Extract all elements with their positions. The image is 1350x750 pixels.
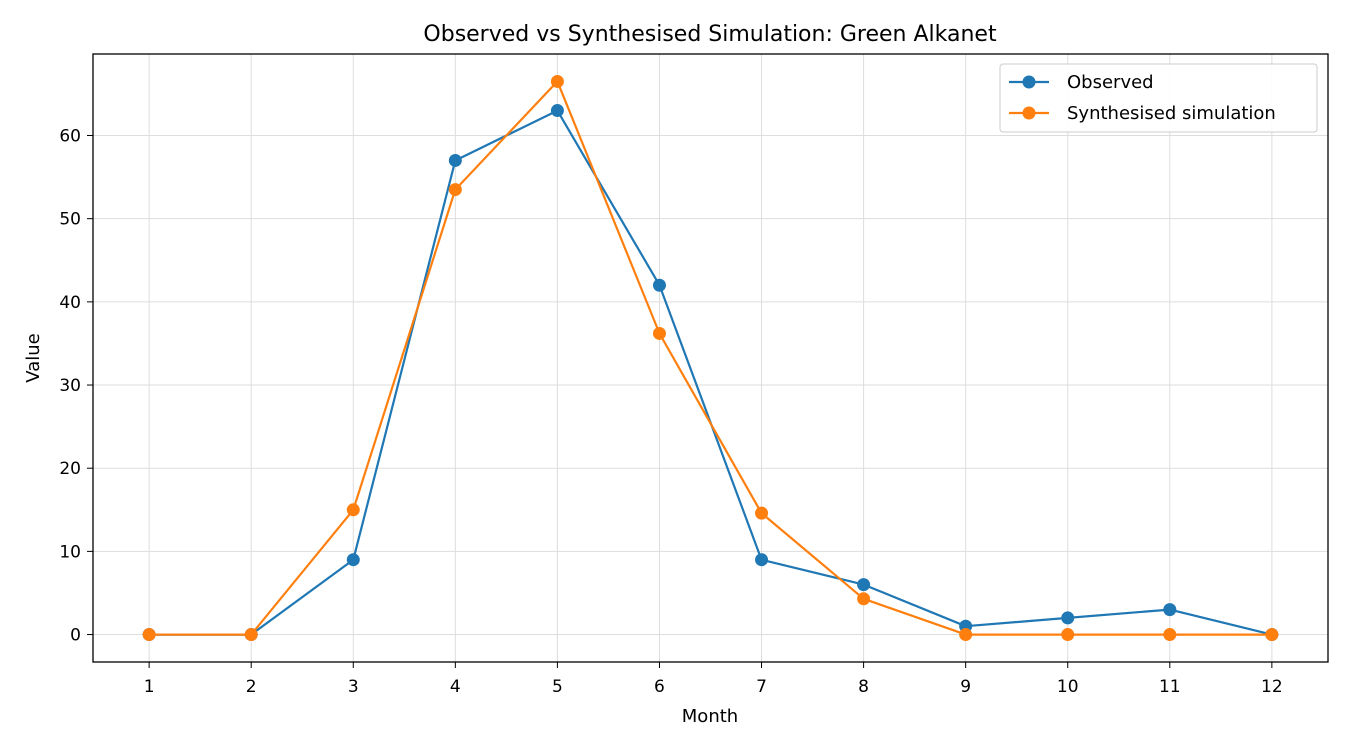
data-point-observed: [448, 153, 462, 167]
chart-title: Observed vs Synthesised Simulation: Gree…: [423, 22, 997, 47]
series-synthesised-simulation: [142, 74, 1279, 642]
legend-item: Observed: [1009, 72, 1154, 93]
x-tick-label: 4: [450, 677, 461, 697]
grid-lines: [93, 54, 1328, 662]
series-group: [142, 74, 1279, 642]
x-axis-label: Month: [682, 706, 738, 727]
data-point-synthesised-simulation: [550, 74, 564, 88]
y-tick-label: 60: [59, 127, 81, 147]
data-point-synthesised-simulation: [448, 183, 462, 197]
x-tick-label: 6: [654, 677, 665, 697]
data-point-observed: [1061, 611, 1075, 625]
data-point-synthesised-simulation: [142, 628, 156, 642]
x-axis: 1 2 3 4 5 6 7 8 9 10 11 12: [144, 662, 1283, 697]
y-tick-label: 40: [59, 293, 81, 313]
data-point-synthesised-simulation: [857, 592, 871, 606]
legend-box: [999, 63, 1318, 133]
legend-item: Synthesised simulation: [1009, 103, 1276, 124]
data-point-observed: [1163, 603, 1177, 617]
y-axis-label: Value: [23, 333, 44, 382]
data-point-synthesised-simulation: [1163, 628, 1177, 642]
y-tick-label: 10: [59, 542, 81, 562]
data-point-synthesised-simulation: [959, 628, 973, 642]
x-tick-label: 12: [1261, 677, 1283, 697]
y-axis: 0 10 20 30 40 50 60: [59, 127, 93, 646]
data-point-observed: [550, 104, 564, 118]
data-point-synthesised-simulation: [1265, 628, 1279, 642]
legend-marker: [1022, 75, 1036, 89]
x-tick-label: 10: [1057, 677, 1079, 697]
y-tick-label: 0: [70, 626, 81, 646]
data-point-observed: [652, 278, 666, 292]
data-point-synthesised-simulation: [1061, 628, 1075, 642]
x-tick-label: 5: [552, 677, 563, 697]
x-tick-label: 9: [960, 677, 971, 697]
legend-label: Synthesised simulation: [1067, 103, 1276, 124]
series-line-synthesised-simulation: [149, 80, 1272, 636]
x-tick-label: 11: [1159, 677, 1181, 697]
data-point-synthesised-simulation: [755, 506, 769, 520]
data-point-synthesised-simulation: [244, 628, 258, 642]
x-tick-label: 2: [246, 677, 257, 697]
legend-marker: [1022, 106, 1036, 120]
data-point-observed: [755, 553, 769, 567]
data-point-synthesised-simulation: [346, 503, 360, 517]
y-tick-label: 50: [59, 210, 81, 230]
y-tick-label: 30: [59, 376, 81, 396]
x-tick-label: 3: [348, 677, 359, 697]
plot-frame: [92, 53, 1329, 663]
legend-label: Observed: [1067, 72, 1154, 93]
legend: Observed Synthesised simulation: [999, 63, 1318, 133]
data-point-observed: [857, 578, 871, 592]
y-tick-label: 20: [59, 459, 81, 479]
data-point-synthesised-simulation: [652, 326, 666, 340]
x-tick-label: 8: [858, 677, 869, 697]
x-tick-label: 1: [144, 677, 155, 697]
data-point-observed: [346, 553, 360, 567]
x-tick-label: 7: [756, 677, 767, 697]
